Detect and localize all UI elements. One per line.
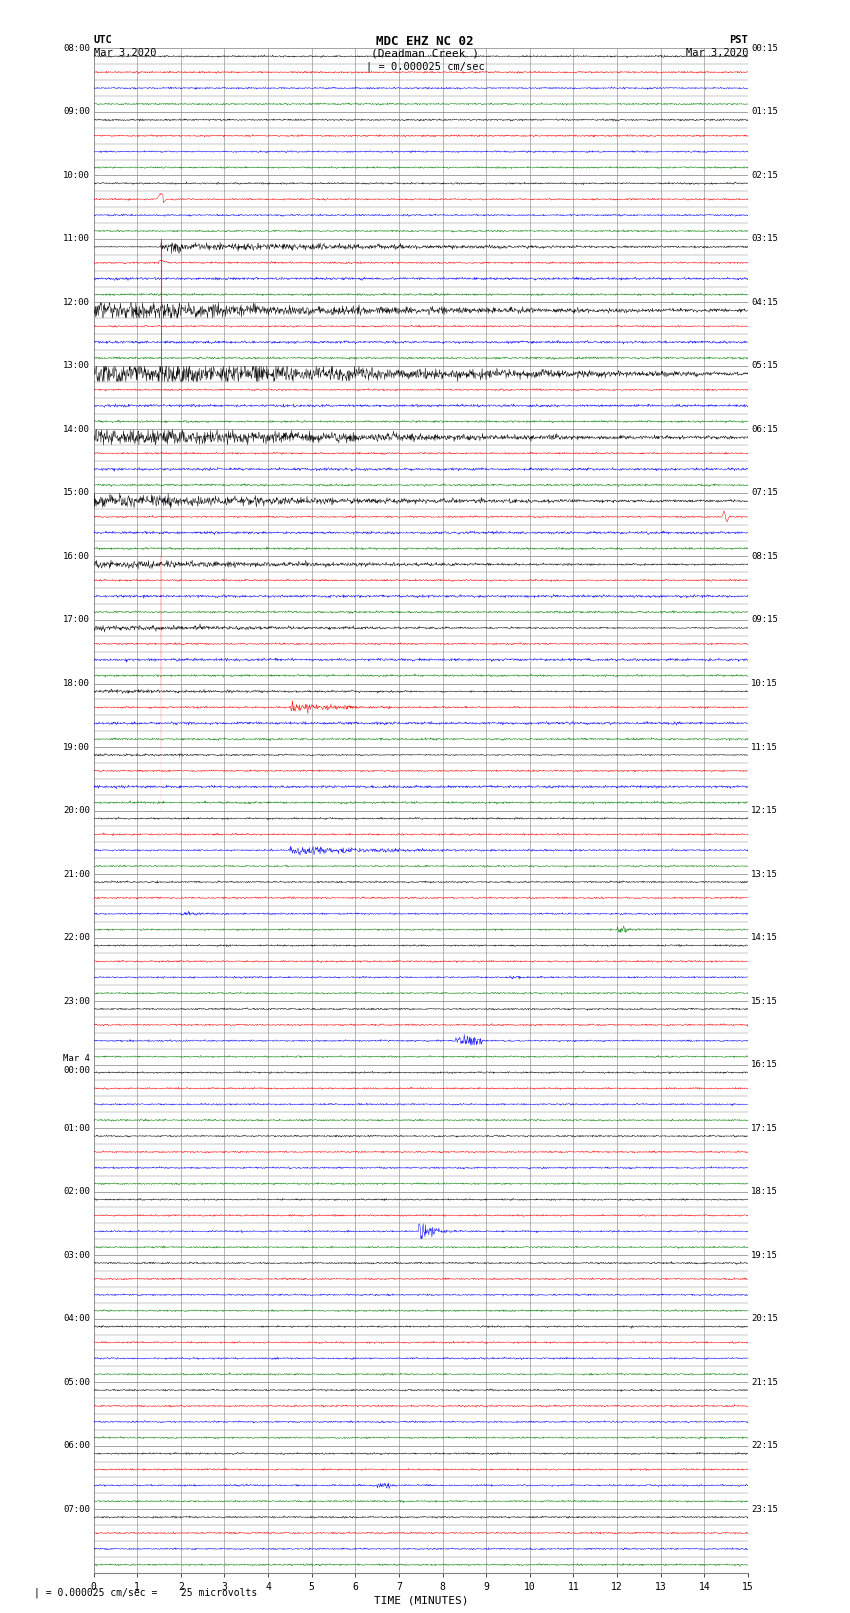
Text: UTC: UTC bbox=[94, 35, 112, 45]
Text: 05:00: 05:00 bbox=[64, 1378, 90, 1387]
Text: 20:00: 20:00 bbox=[64, 806, 90, 815]
Text: 15:15: 15:15 bbox=[751, 997, 778, 1005]
Text: 18:00: 18:00 bbox=[64, 679, 90, 689]
Text: 22:00: 22:00 bbox=[64, 932, 90, 942]
Text: 02:00: 02:00 bbox=[64, 1187, 90, 1197]
Text: 23:00: 23:00 bbox=[64, 997, 90, 1005]
Text: 14:15: 14:15 bbox=[751, 932, 778, 942]
Text: 11:15: 11:15 bbox=[751, 742, 778, 752]
Text: 00:00: 00:00 bbox=[64, 1066, 90, 1076]
Text: 15:00: 15:00 bbox=[64, 489, 90, 497]
Text: 20:15: 20:15 bbox=[751, 1315, 778, 1323]
Text: 09:15: 09:15 bbox=[751, 616, 778, 624]
Text: 07:15: 07:15 bbox=[751, 489, 778, 497]
Text: 01:00: 01:00 bbox=[64, 1124, 90, 1132]
Text: 23:15: 23:15 bbox=[751, 1505, 778, 1513]
Text: 13:15: 13:15 bbox=[751, 869, 778, 879]
Text: | = 0.000025 cm/sec =    25 microvolts: | = 0.000025 cm/sec = 25 microvolts bbox=[34, 1587, 258, 1598]
Text: 16:00: 16:00 bbox=[64, 552, 90, 561]
Text: 04:15: 04:15 bbox=[751, 298, 778, 306]
Text: (Deadman Creek ): (Deadman Creek ) bbox=[371, 48, 479, 58]
Text: 13:00: 13:00 bbox=[64, 361, 90, 371]
Text: | = 0.000025 cm/sec: | = 0.000025 cm/sec bbox=[366, 61, 484, 73]
Text: 08:00: 08:00 bbox=[64, 44, 90, 53]
Text: 21:00: 21:00 bbox=[64, 869, 90, 879]
Text: 02:15: 02:15 bbox=[751, 171, 778, 181]
Text: 19:00: 19:00 bbox=[64, 742, 90, 752]
Text: 08:15: 08:15 bbox=[751, 552, 778, 561]
Text: 21:15: 21:15 bbox=[751, 1378, 778, 1387]
Text: 10:15: 10:15 bbox=[751, 679, 778, 689]
Text: 09:00: 09:00 bbox=[64, 108, 90, 116]
Text: 10:00: 10:00 bbox=[64, 171, 90, 181]
Text: 06:15: 06:15 bbox=[751, 424, 778, 434]
Text: 03:15: 03:15 bbox=[751, 234, 778, 244]
Text: 11:00: 11:00 bbox=[64, 234, 90, 244]
Text: 17:15: 17:15 bbox=[751, 1124, 778, 1132]
Text: 18:15: 18:15 bbox=[751, 1187, 778, 1197]
Text: 00:15: 00:15 bbox=[751, 44, 778, 53]
Text: 07:00: 07:00 bbox=[64, 1505, 90, 1513]
X-axis label: TIME (MINUTES): TIME (MINUTES) bbox=[373, 1595, 468, 1607]
Text: 12:15: 12:15 bbox=[751, 806, 778, 815]
Text: 19:15: 19:15 bbox=[751, 1250, 778, 1260]
Text: 17:00: 17:00 bbox=[64, 616, 90, 624]
Text: 05:15: 05:15 bbox=[751, 361, 778, 371]
Text: 01:15: 01:15 bbox=[751, 108, 778, 116]
Text: 22:15: 22:15 bbox=[751, 1440, 778, 1450]
Text: 16:15: 16:15 bbox=[751, 1060, 778, 1069]
Text: 14:00: 14:00 bbox=[64, 424, 90, 434]
Text: Mar 3,2020: Mar 3,2020 bbox=[94, 48, 156, 58]
Text: 06:00: 06:00 bbox=[64, 1440, 90, 1450]
Text: 03:00: 03:00 bbox=[64, 1250, 90, 1260]
Text: 04:00: 04:00 bbox=[64, 1315, 90, 1323]
Text: Mar 3,2020: Mar 3,2020 bbox=[685, 48, 748, 58]
Text: PST: PST bbox=[729, 35, 748, 45]
Text: Mar 4: Mar 4 bbox=[64, 1053, 90, 1063]
Text: 12:00: 12:00 bbox=[64, 298, 90, 306]
Text: MDC EHZ NC 02: MDC EHZ NC 02 bbox=[377, 35, 473, 48]
